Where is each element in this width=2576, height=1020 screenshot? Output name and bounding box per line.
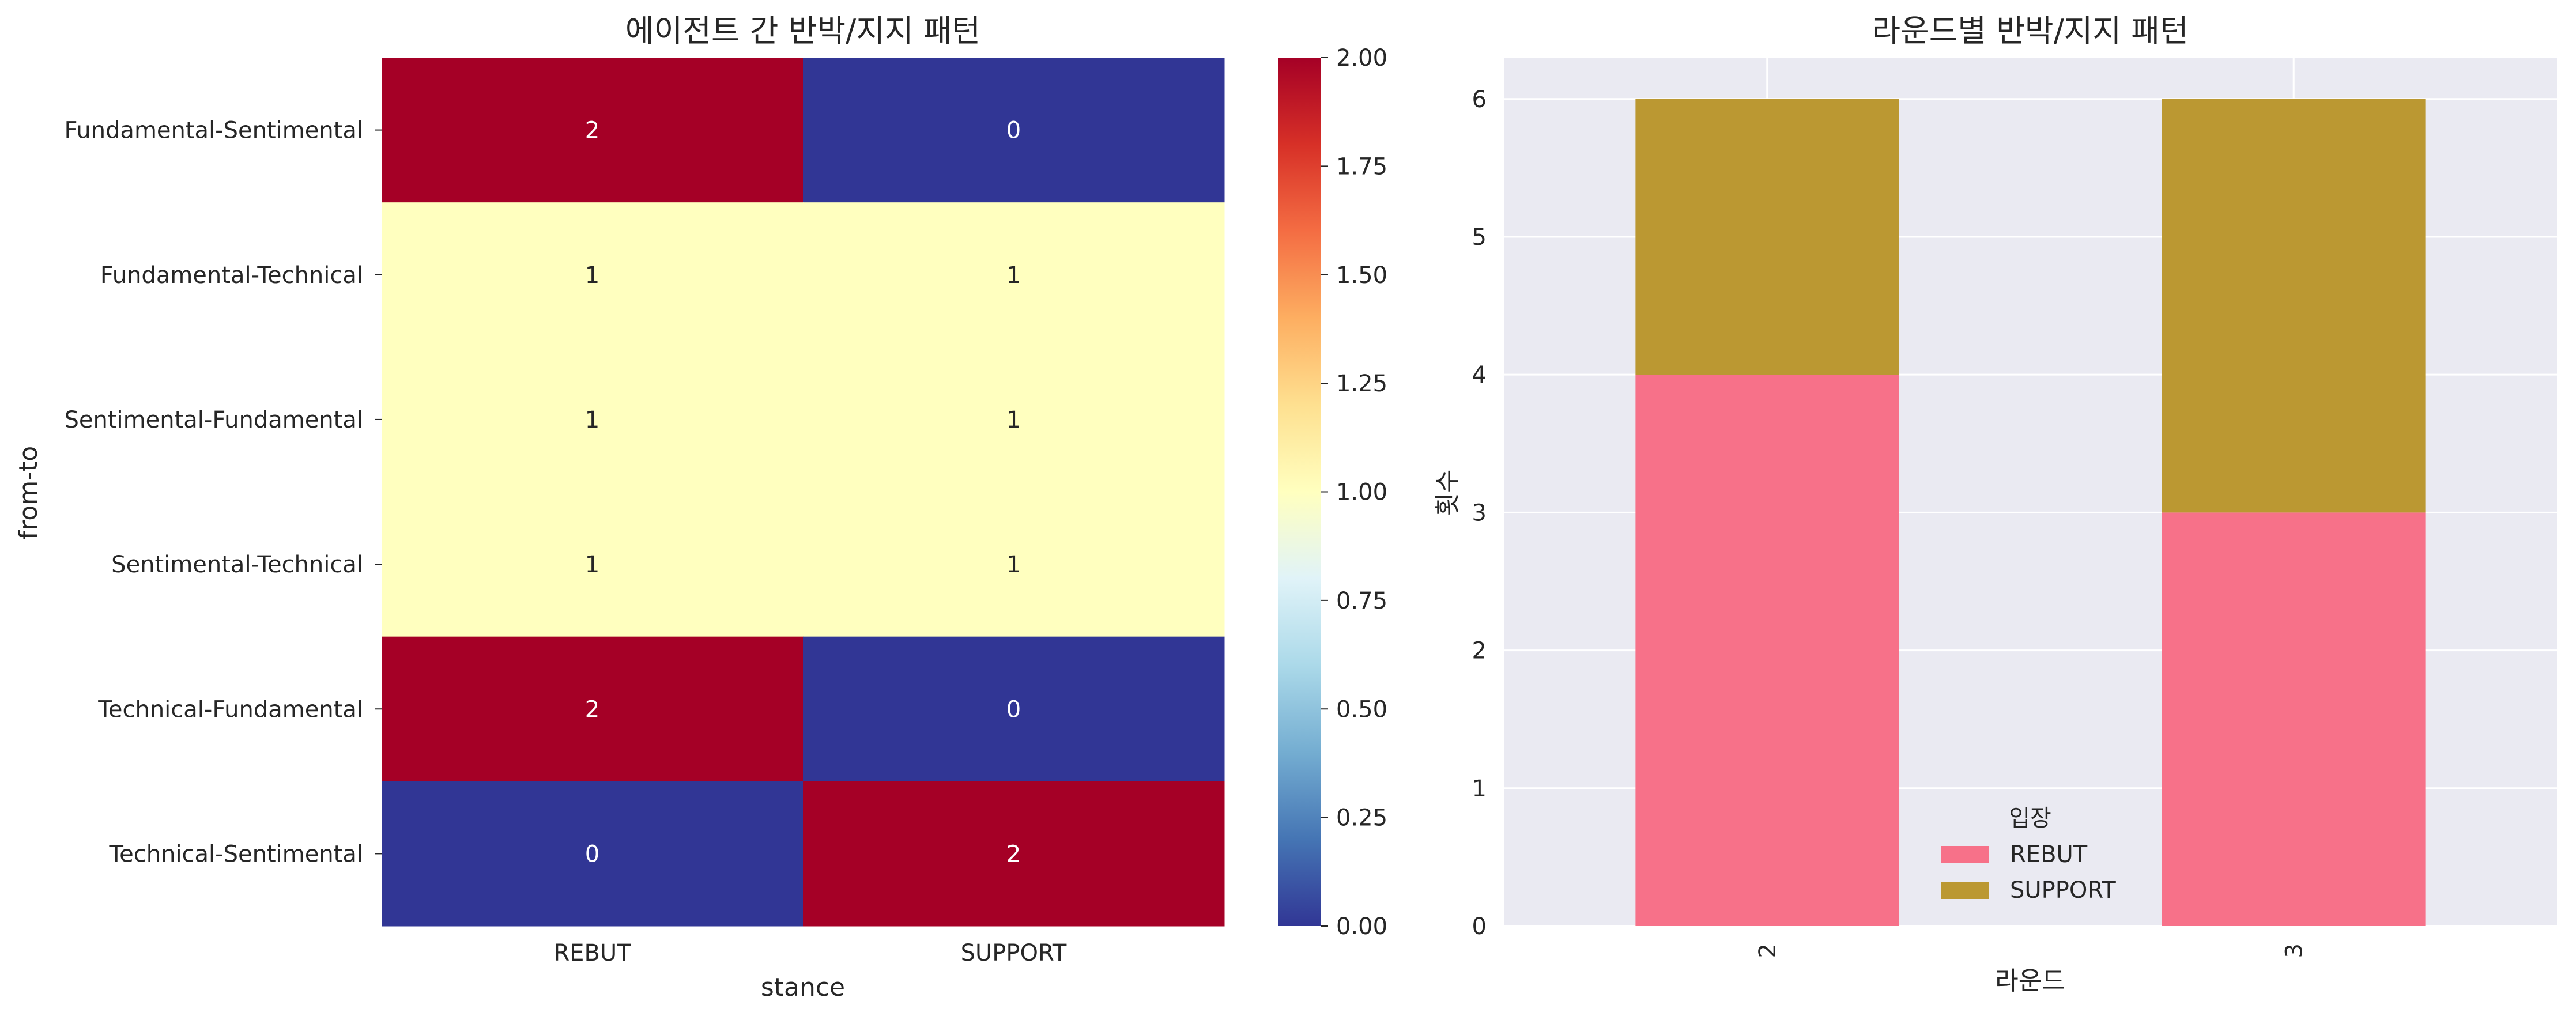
bar-title: 라운드별 반박/지지 패턴 <box>1872 13 2188 49</box>
heatmap-y-axis-label: from-to <box>14 446 43 539</box>
colorbar-tick-label: 1.50 <box>1336 262 1387 289</box>
heatmap-y-tick-label: Sentimental-Technical <box>111 551 363 578</box>
colorbar-tick-label: 2.00 <box>1336 45 1387 71</box>
heatmap-cell-value: 1 <box>585 262 599 289</box>
heatmap-cell <box>803 58 1225 203</box>
heatmap-cell <box>803 636 1225 782</box>
bar-x-tick-label: 3 <box>2281 943 2307 958</box>
heatmap-x-tick-label: REBUT <box>553 940 631 966</box>
legend-title: 입장 <box>2009 805 2051 832</box>
bar-y-axis-label: 횟수 <box>1433 470 1462 516</box>
colorbar-tick-label: 0.75 <box>1336 588 1387 614</box>
bar-rebut <box>1635 375 1899 926</box>
heatmap-x-axis-label: stance <box>761 973 845 1002</box>
bar-support <box>2162 99 2426 513</box>
bar-y-tick-label: 1 <box>1472 776 1487 802</box>
colorbar-tick-label: 0.00 <box>1336 913 1387 940</box>
heatmap-cell <box>382 202 804 347</box>
bar-y-tick-label: 0 <box>1472 913 1487 940</box>
bar-legend: 입장 REBUT SUPPORT <box>1941 805 2116 904</box>
heatmap-cell <box>382 636 804 782</box>
heatmap-y-tick-label: Technical-Fundamental <box>97 696 363 723</box>
colorbar-tick-label: 0.25 <box>1336 805 1387 832</box>
heatmap-x-tick-label: SUPPORT <box>961 940 1067 966</box>
heatmap-cell-value: 2 <box>585 118 599 144</box>
bar-y-tick-label: 4 <box>1472 362 1487 388</box>
heatmap-cell <box>382 347 804 492</box>
heatmap-cell <box>803 347 1225 492</box>
heatmap-y-tick-label: Fundamental-Sentimental <box>65 118 363 144</box>
colorbar-tick-label: 1.75 <box>1336 153 1387 180</box>
heatmap-cell-value: 1 <box>585 551 599 578</box>
heatmap-cell-value: 0 <box>585 841 599 867</box>
heatmap-cell-value: 2 <box>585 696 599 723</box>
heatmap-cell-value: 2 <box>1006 841 1021 867</box>
bar-y-tick-label: 3 <box>1472 500 1487 526</box>
bar-y-tick-label: 2 <box>1472 638 1487 664</box>
colorbar-tick-label: 0.50 <box>1336 696 1387 723</box>
heatmap-chart: 에이전트 간 반박/지지 패턴 2 0 1 1 1 1 1 1 2 0 0 2 Fundamental… <box>14 13 1387 1002</box>
heatmap-cell <box>803 781 1225 927</box>
heatmap-y-tick-label: Fundamental-Technical <box>100 262 363 289</box>
bar-x-tick-label: 2 <box>1755 943 1781 958</box>
heatmap-cell-value: 0 <box>1006 118 1021 144</box>
colorbar <box>1278 58 1321 926</box>
legend-label-rebut: REBUT <box>2010 841 2088 868</box>
heatmap-cell <box>382 492 804 637</box>
colorbar-tick-label: 1.25 <box>1336 371 1387 397</box>
heatmap-cell <box>382 58 804 203</box>
bar-y-tick-label: 6 <box>1472 86 1487 113</box>
legend-swatch-support <box>1941 882 1989 899</box>
heatmap-cell-value: 1 <box>1006 551 1021 578</box>
bar-y-tick-label: 5 <box>1472 224 1487 251</box>
colorbar-tick-label: 1.00 <box>1336 479 1387 506</box>
heatmap-cell-value: 0 <box>1006 696 1021 723</box>
heatmap-cell-value: 1 <box>1006 262 1021 289</box>
bar-rebut <box>2162 512 2426 926</box>
heatmap-cell <box>803 492 1225 637</box>
heatmap-title: 에이전트 간 반박/지지 패턴 <box>625 13 980 49</box>
legend-swatch-rebut <box>1941 846 1989 863</box>
legend-label-support: SUPPORT <box>2010 877 2116 904</box>
heatmap-y-tick-label: Technical-Sentimental <box>109 841 364 867</box>
heatmap-cell <box>803 202 1225 347</box>
heatmap-cell <box>382 781 804 927</box>
heatmap-y-tick-label: Sentimental-Fundamental <box>65 407 363 433</box>
bar-support <box>1635 99 1899 375</box>
stacked-bar-chart: 라운드별 반박/지지 패턴 0 1 2 3 4 5 6 2 3 라운드 횟수 입장 REBUT… <box>1433 13 2557 996</box>
heatmap-cell-value: 1 <box>585 407 599 433</box>
bar-x-axis-label: 라운드 <box>1995 966 2065 996</box>
heatmap-cell-value: 1 <box>1006 407 1021 433</box>
